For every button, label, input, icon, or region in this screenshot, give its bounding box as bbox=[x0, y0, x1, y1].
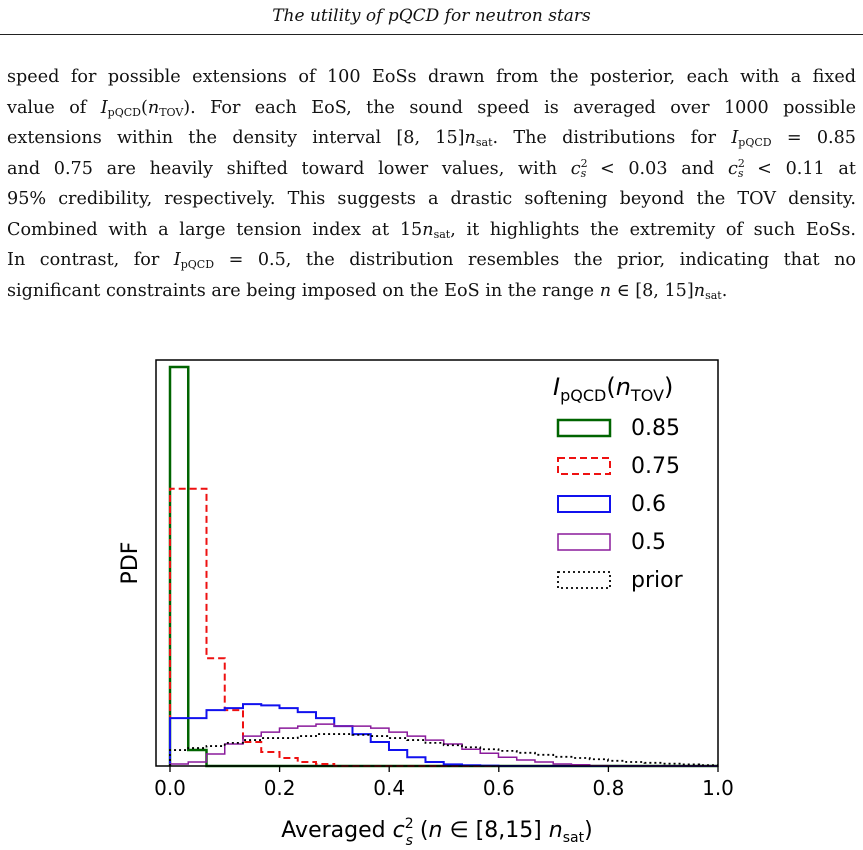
histogram-bin-0-75-1 bbox=[188, 489, 206, 766]
histogram-series-prior bbox=[169, 733, 719, 767]
histogram-bin-prior-4 bbox=[243, 740, 261, 766]
histogram-bin-prior-13 bbox=[407, 740, 425, 766]
x-tick-label: 0.0 bbox=[154, 776, 186, 800]
histogram-bin-prior-20 bbox=[535, 755, 553, 766]
histogram-bin-0-5-10 bbox=[352, 726, 370, 766]
legend-label-prior: prior bbox=[631, 568, 684, 593]
legend-label-0-85: 0.85 bbox=[631, 416, 680, 441]
x-tick-label: 0.8 bbox=[592, 776, 624, 800]
legend-swatch-prior bbox=[557, 571, 611, 589]
histogram-bin-prior-16 bbox=[462, 747, 480, 766]
histogram-bin-0-5-11 bbox=[371, 728, 389, 766]
histogram-bin-0-6-2 bbox=[206, 710, 224, 766]
histogram-bin-0-6-8 bbox=[316, 718, 334, 766]
histogram-series-0-6 bbox=[169, 703, 718, 767]
histogram-bin-0-75-5 bbox=[261, 752, 279, 766]
legend-item-0-75: 0.75 bbox=[557, 454, 680, 479]
histogram-bin-0-5-7 bbox=[298, 726, 316, 766]
histogram-bin-prior-15 bbox=[444, 745, 462, 766]
x-tick-label: 0.2 bbox=[264, 776, 296, 800]
histogram-bin-0-6-5 bbox=[261, 705, 279, 766]
histogram-bin-0-5-3 bbox=[225, 744, 243, 766]
histogram-figure: 0.0 0.2 0.4 0.6 0.8 1.0 PDF Averaged c2 s (n ∈… bbox=[118, 359, 734, 849]
histogram-bin-0-5-6 bbox=[279, 728, 297, 766]
histogram-bin-0-5-8 bbox=[316, 724, 334, 766]
histogram-bin-0-6-12 bbox=[389, 750, 407, 766]
histogram-bin-0-5-16 bbox=[462, 749, 480, 766]
x-tick-label: 0.6 bbox=[483, 776, 515, 800]
text-line-6: Combined with a large tension index at 1… bbox=[7, 219, 856, 241]
histogram-bin-0-6-10 bbox=[352, 734, 370, 766]
histogram-bin-0-6-11 bbox=[371, 742, 389, 766]
histogram-bin-0-75-2 bbox=[206, 658, 224, 766]
text-line-7: In contrast, for IpQCD = 0.5, the distri… bbox=[7, 250, 856, 271]
x-axis-ticks: 0.0 0.2 0.4 0.6 0.8 1.0 bbox=[154, 766, 734, 800]
legend-title: IpQCD(nTOV) bbox=[553, 373, 673, 405]
histogram-bin-0-75-4 bbox=[243, 742, 261, 766]
histogram-bin-prior-17 bbox=[480, 749, 498, 766]
text-line-8: significant constraints are being impose… bbox=[7, 280, 728, 302]
plot-frame bbox=[155, 359, 719, 767]
histogram-bin-0-6-3 bbox=[225, 708, 243, 766]
histogram-bin-0-75-3 bbox=[225, 710, 243, 766]
x-axis-label: Averaged c2 s (n ∈ [8,15] nsat) bbox=[281, 816, 592, 849]
text-line-2: value of IpQCD(nTOV). For each EoS, the … bbox=[7, 97, 856, 119]
histogram-bin-0-5-15 bbox=[444, 744, 462, 766]
histogram-bin-0-6-4 bbox=[243, 704, 261, 766]
legend-swatch-0-75 bbox=[557, 457, 611, 475]
histogram-bin-0-85-1 bbox=[188, 750, 206, 766]
legend-label-0-75: 0.75 bbox=[631, 454, 680, 479]
legend-item-prior: prior bbox=[557, 568, 684, 593]
histogram-bin-0-5-18 bbox=[498, 757, 516, 766]
histogram-bin-0-85-0 bbox=[170, 367, 188, 766]
legend-label-0-5: 0.5 bbox=[631, 530, 666, 555]
histogram-bin-0-6-9 bbox=[334, 726, 352, 766]
text-line-3: extensions within the density interval [… bbox=[7, 128, 856, 149]
histogram-bin-0-6-7 bbox=[298, 712, 316, 766]
legend-swatch-0-6 bbox=[557, 495, 611, 513]
histogram-bin-prior-6 bbox=[279, 738, 297, 766]
histogram-bin-prior-3 bbox=[225, 743, 243, 766]
histogram-series-0-5 bbox=[169, 723, 718, 767]
text-line-5: 95% credibility, respectively. This sugg… bbox=[7, 189, 856, 209]
legend-item-0-85: 0.85 bbox=[556, 416, 680, 441]
histogram-bin-prior-10 bbox=[352, 735, 370, 766]
legend-item-0-6: 0.6 bbox=[557, 492, 666, 517]
legend-swatch-0-5 bbox=[557, 533, 611, 551]
histogram-bin-prior-9 bbox=[334, 734, 352, 766]
histogram-bin-0-5-9 bbox=[334, 726, 352, 766]
x-tick-label: 0.4 bbox=[373, 776, 405, 800]
header-rule bbox=[0, 34, 863, 35]
histogram-bin-0-5-17 bbox=[480, 753, 498, 766]
histogram-bin-prior-18 bbox=[498, 751, 516, 766]
histogram-bin-0-6-13 bbox=[407, 757, 425, 766]
histogram-bin-prior-2 bbox=[206, 746, 224, 766]
x-tick-label: 1.0 bbox=[702, 776, 734, 800]
text-line-1: speed for possible extensions of 100 EoS… bbox=[7, 67, 856, 87]
body-paragraph: speed for possible extensions of 100 EoS… bbox=[7, 62, 856, 306]
legend-item-0-5: 0.5 bbox=[557, 530, 666, 555]
histogram-bin-prior-11 bbox=[371, 736, 389, 766]
histogram-bin-prior-12 bbox=[389, 738, 407, 766]
histogram-bin-0-75-0 bbox=[170, 489, 188, 766]
legend-swatch-0-85 bbox=[556, 418, 612, 438]
y-axis-label: PDF bbox=[118, 542, 143, 585]
histogram-bin-0-6-1 bbox=[188, 718, 206, 766]
histogram-bin-0-5-2 bbox=[206, 754, 224, 766]
running-header: The utility of pQCD for neutron stars bbox=[272, 6, 591, 26]
histogram-bin-prior-8 bbox=[316, 734, 334, 766]
legend: IpQCD(nTOV) 0.85 0.75 0.6 0.5 prior bbox=[553, 373, 684, 593]
legend-label-0-6: 0.6 bbox=[631, 492, 666, 517]
text-line-4: and 0.75 are heavily shifted toward lowe… bbox=[7, 156, 856, 180]
histogram-bin-0-6-0 bbox=[170, 718, 188, 766]
